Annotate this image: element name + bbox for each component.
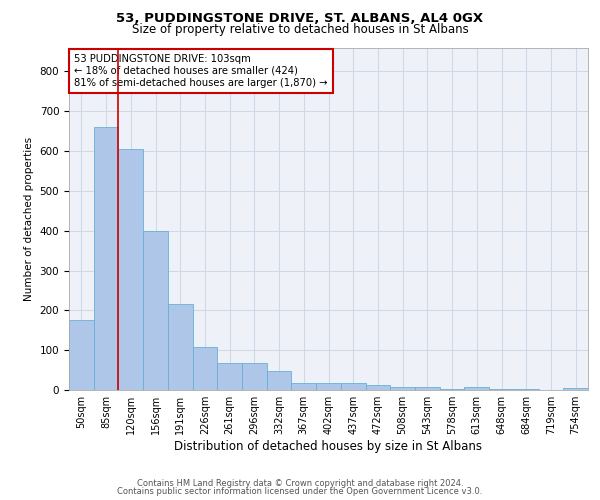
Bar [316,383,341,390]
Bar [563,388,588,390]
Bar [267,371,292,390]
Bar [464,387,489,390]
X-axis label: Distribution of detached houses by size in St Albans: Distribution of detached houses by size … [175,440,482,453]
Bar [242,364,267,390]
Text: 53, PUDDINGSTONE DRIVE, ST. ALBANS, AL4 0GX: 53, PUDDINGSTONE DRIVE, ST. ALBANS, AL4 … [116,12,484,26]
Bar [440,389,464,390]
Bar [390,387,415,390]
Text: Contains public sector information licensed under the Open Government Licence v3: Contains public sector information licen… [118,487,482,496]
Y-axis label: Number of detached properties: Number of detached properties [24,136,34,301]
Bar [365,385,390,390]
Text: Size of property relative to detached houses in St Albans: Size of property relative to detached ho… [131,22,469,36]
Bar [489,389,514,390]
Text: Contains HM Land Registry data © Crown copyright and database right 2024.: Contains HM Land Registry data © Crown c… [137,478,463,488]
Bar [415,387,440,390]
Bar [341,383,365,390]
Text: 53 PUDDINGSTONE DRIVE: 103sqm
← 18% of detached houses are smaller (424)
81% of : 53 PUDDINGSTONE DRIVE: 103sqm ← 18% of d… [74,54,328,88]
Bar [514,389,539,390]
Bar [94,127,118,390]
Bar [69,320,94,390]
Bar [168,304,193,390]
Bar [193,348,217,390]
Bar [217,364,242,390]
Bar [118,149,143,390]
Bar [143,230,168,390]
Bar [292,383,316,390]
